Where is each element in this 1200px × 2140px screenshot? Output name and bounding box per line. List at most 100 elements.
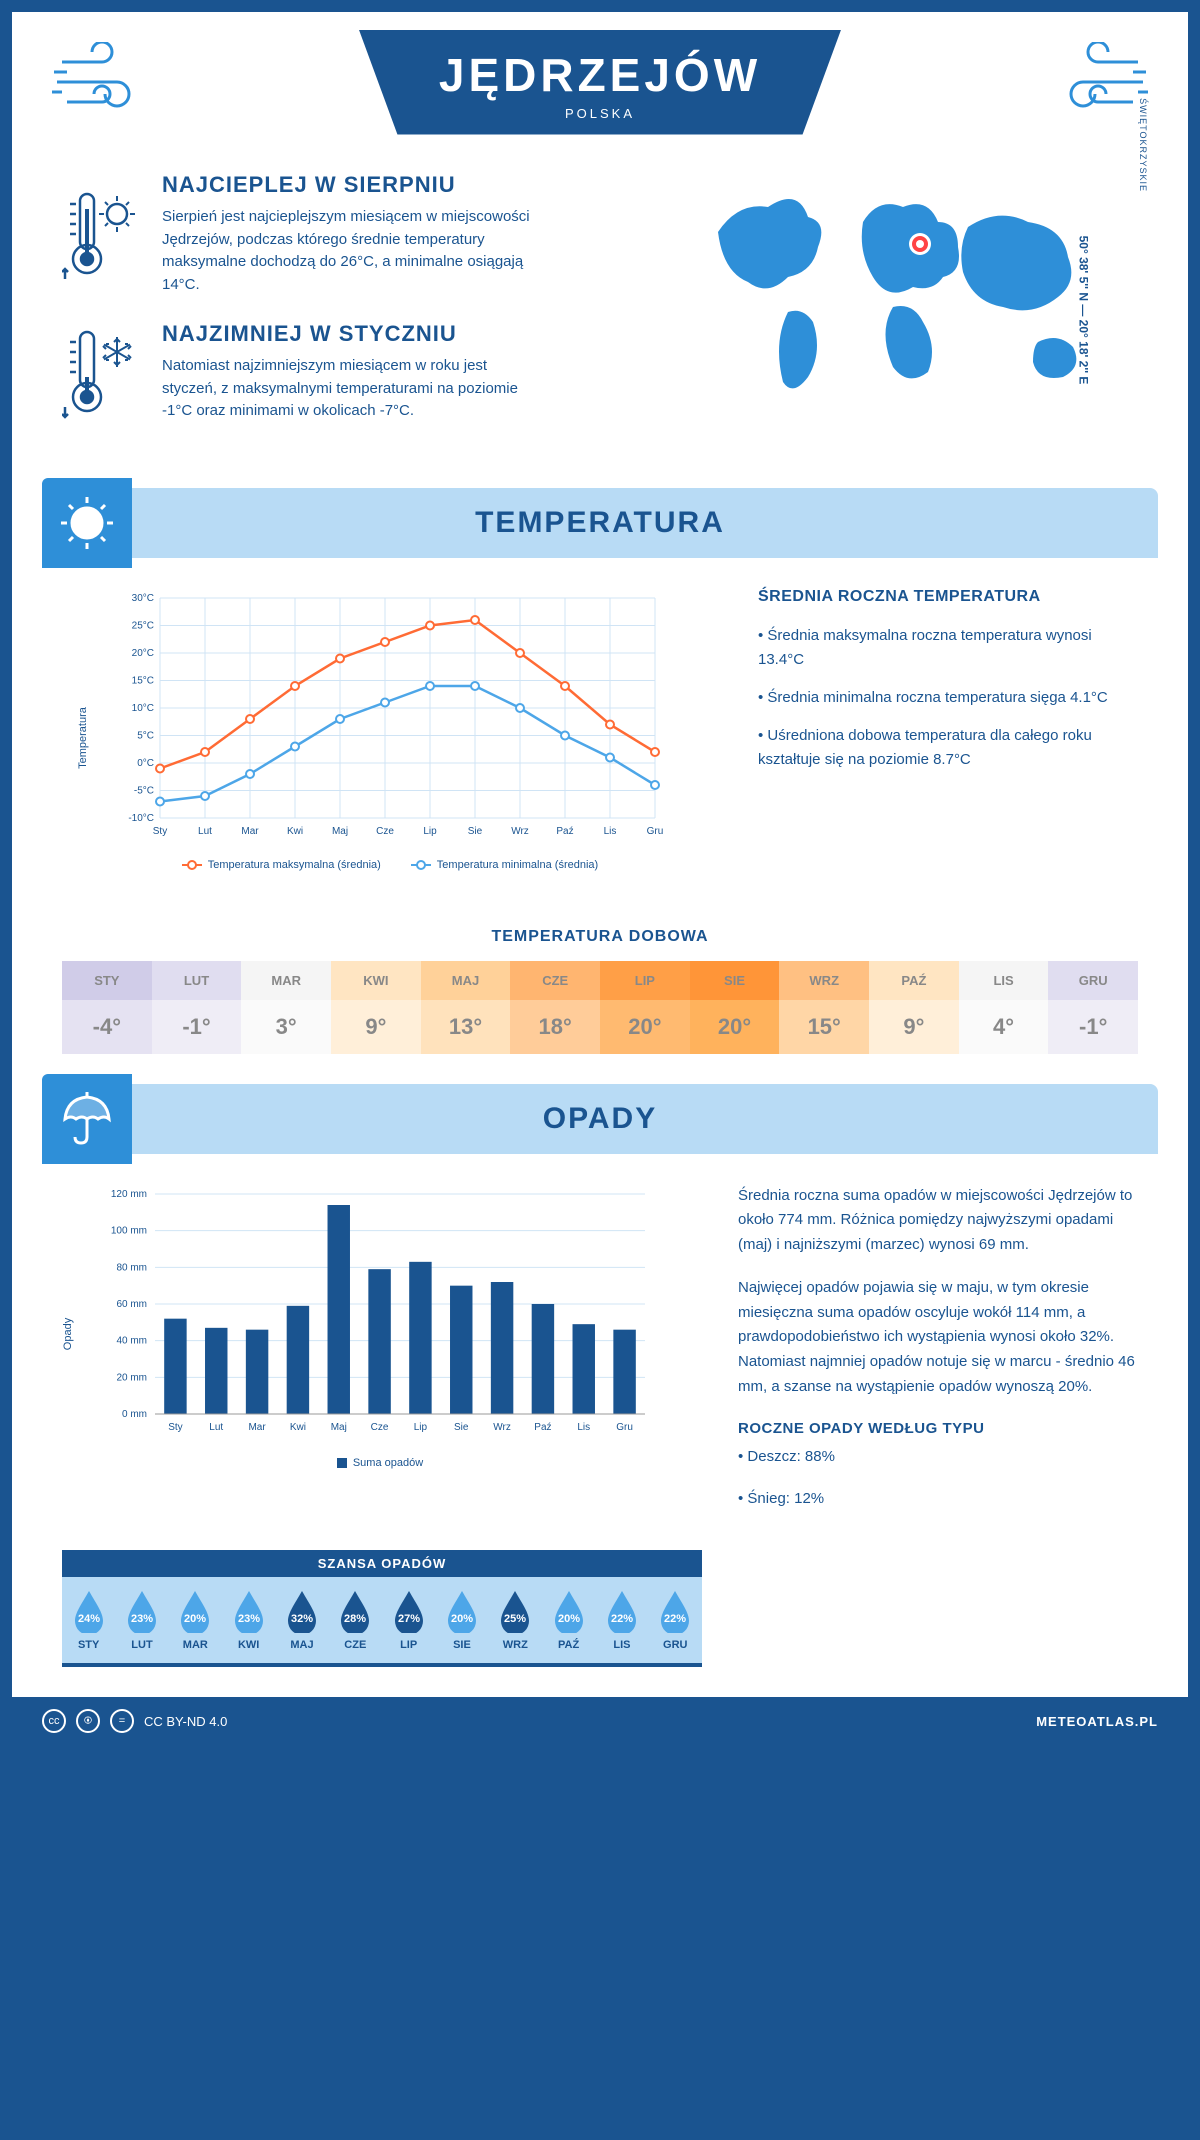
chance-cell: 25% WRZ [489,1589,542,1651]
drop-icon: 20% [551,1589,587,1633]
chance-cell: 23%LUT [115,1589,168,1651]
thermometer-sun-icon [62,172,142,296]
month-cell: LIS4° [959,961,1049,1054]
month-name: PAŹ [869,961,959,1000]
svg-text:-5°C: -5°C [134,785,154,796]
nd-icon: = [110,1709,134,1733]
month-value: 9° [869,1000,959,1054]
month-value: 4° [959,1000,1049,1054]
svg-text:Sty: Sty [153,826,167,837]
legend-min: Temperatura minimalna (średnia) [437,859,598,871]
month-name: GRU [1048,961,1138,1000]
opady-section-header: OPADY [42,1084,1158,1154]
chance-month: KWI [222,1639,275,1651]
chance-cell: 20%SIE [435,1589,488,1651]
chance-title: SZANSA OPADÓW [62,1550,702,1577]
svg-text:5°C: 5°C [137,730,154,741]
country-label: POLSKA [439,106,761,121]
month-cell: LIP20° [600,961,690,1054]
svg-text:22%: 22% [664,1613,686,1625]
month-cell: MAR3° [241,961,331,1054]
svg-text:Wrz: Wrz [511,826,529,837]
temp-legend: Temperatura maksymalna (średnia) Tempera… [62,859,718,871]
svg-text:22%: 22% [611,1613,633,1625]
drop-icon: 20% [444,1589,480,1633]
opady-body: Opady 0 mm20 mm40 mm60 mm80 mm100 mm120 … [12,1154,1188,1551]
svg-text:20%: 20% [451,1613,473,1625]
month-value: 20° [690,1000,780,1054]
stats-title: ŚREDNIA ROCZNA TEMPERATURA [758,588,1138,606]
chance-cell: 24%STY [62,1589,115,1651]
chance-cell: 23% KWI [222,1589,275,1651]
city-title: JĘDRZEJÓW [439,48,761,102]
opady-legend: Suma opadów [62,1457,698,1469]
svg-text:23%: 23% [131,1613,153,1625]
opady-text-1: Średnia roczna suma opadów w miejscowośc… [738,1184,1138,1258]
svg-text:80 mm: 80 mm [116,1262,147,1273]
drop-icon: 23% [231,1589,267,1633]
drop-icon: 22% [604,1589,640,1633]
sun-icon [42,478,132,568]
chance-cell: 22%GRU [649,1589,702,1651]
month-value: -1° [1048,1000,1138,1054]
drop-icon: 32% [284,1589,320,1633]
footer-license: cc 🅯 = CC BY-ND 4.0 [42,1709,227,1733]
svg-text:Sty: Sty [168,1422,182,1433]
daily-temp-table: STY-4°LUT-1°MAR3°KWI9°MAJ13°CZE18°LIP20°… [62,961,1138,1054]
svg-text:23%: 23% [238,1613,260,1625]
legend-max: Temperatura maksymalna (średnia) [208,859,381,871]
chance-month: LIP [382,1639,435,1651]
chance-month: PAŹ [542,1639,595,1651]
umbrella-icon [42,1074,132,1164]
opady-ylabel: Opady [62,1317,74,1349]
month-value: 13° [421,1000,511,1054]
stat-item: • Uśredniona dobowa temperatura dla całe… [758,724,1138,772]
chance-cell: 20% PAŹ [542,1589,595,1651]
chance-cell: 28% CZE [329,1589,382,1651]
svg-text:25%: 25% [504,1613,526,1625]
stat-item: • Średnia maksymalna roczna temperatura … [758,624,1138,672]
wind-icon [52,42,152,127]
svg-text:20%: 20% [184,1613,206,1625]
chance-month: LIS [595,1639,648,1651]
svg-text:15°C: 15°C [132,675,154,686]
month-value: 20° [600,1000,690,1054]
temp-ylabel: Temperatura [77,707,89,769]
coldest-block: NAJZIMNIEJ W STYCZNIU Natomiast najzimni… [62,321,668,423]
opady-type-title: ROCZNE OPADY WEDŁUG TYPU [738,1420,1138,1437]
chance-box: SZANSA OPADÓW 24%STY23%LUT20%MAR23%KWI32… [62,1550,702,1667]
svg-text:Lip: Lip [414,1422,428,1433]
intro-section: NAJCIEPLEJ W SIERPNIU Sierpień jest najc… [12,152,1188,478]
svg-text:Maj: Maj [332,826,348,837]
svg-text:Lut: Lut [198,826,212,837]
drop-icon: 28% [337,1589,373,1633]
month-name: MAR [241,961,331,1000]
drop-icon: 25% [497,1589,533,1633]
site-name: METEOATLAS.PL [1036,1714,1158,1729]
month-cell: LUT-1° [152,961,242,1054]
temp-body: Temperatura -10°C-5°C0°C5°C10°C15°C20°C2… [12,558,1188,918]
chance-month: CZE [329,1639,382,1651]
month-cell: KWI9° [331,961,421,1054]
svg-text:Paź: Paź [534,1422,551,1433]
chance-month: WRZ [489,1639,542,1651]
warmest-text: Sierpień jest najcieplejszym miesiącem w… [162,206,542,296]
drop-icon: 27% [391,1589,427,1633]
svg-text:Lip: Lip [423,826,437,837]
cc-icon: cc [42,1709,66,1733]
svg-text:40 mm: 40 mm [116,1335,147,1346]
drop-icon: 22% [657,1589,693,1633]
svg-text:Paź: Paź [556,826,573,837]
stat-item: • Średnia minimalna roczna temperatura s… [758,686,1138,710]
svg-text:Gru: Gru [647,826,664,837]
svg-text:Kwi: Kwi [287,826,303,837]
svg-text:Sie: Sie [468,826,483,837]
thermometer-snow-icon [62,321,142,423]
daily-temp-title: TEMPERATURA DOBOWA [12,928,1188,946]
svg-text:20%: 20% [558,1613,580,1625]
coldest-text: Natomiast najzimniejszym miesiącem w rok… [162,355,542,423]
month-cell: STY-4° [62,961,152,1054]
region-label: ŚWIĘTOKRZYSKIE [1138,98,1148,192]
temp-title: TEMPERATURA [42,506,1158,540]
chance-cell: 32%MAJ [275,1589,328,1651]
